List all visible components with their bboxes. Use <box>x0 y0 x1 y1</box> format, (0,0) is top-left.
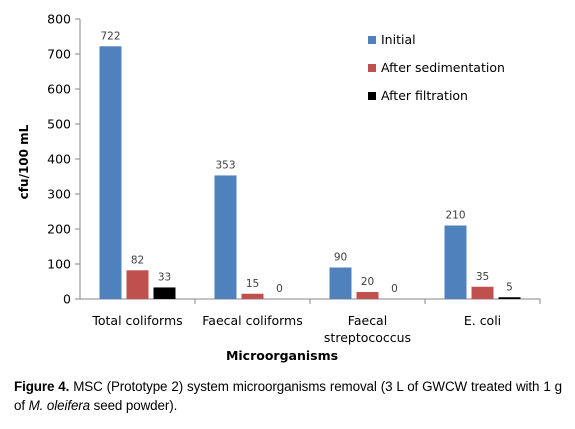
legend-swatch <box>368 92 376 100</box>
bar <box>471 286 494 299</box>
data-label: 90 <box>334 252 347 264</box>
x-tick-label: Total coliforms <box>91 313 182 328</box>
y-tick-label: 600 <box>47 82 71 97</box>
y-tick-label: 700 <box>47 47 71 62</box>
chart-legend: Initial After sedimentation After filtrati… <box>368 32 505 103</box>
figure-caption: Figure 4. MSC (Prototype 2) system micro… <box>14 377 562 415</box>
data-label: 353 <box>215 159 235 171</box>
bar <box>214 175 237 299</box>
y-tick-label: 500 <box>47 117 71 132</box>
data-label: 20 <box>361 276 374 288</box>
y-axis-label: cfu/100 mL <box>17 124 31 199</box>
y-tick-label: 800 <box>47 12 71 27</box>
bar <box>356 292 379 299</box>
y-tick-label: 0 <box>63 292 71 307</box>
chart-data-labels: 722 82 33 353 15 0 90 20 0 210 35 5 <box>100 30 512 295</box>
y-tick-label: 100 <box>47 257 71 272</box>
data-label: 722 <box>100 30 120 42</box>
caption-species: M. oleifera <box>28 398 91 413</box>
legend-label: After filtration <box>381 88 468 103</box>
y-tick-label: 200 <box>47 222 71 237</box>
x-tick-label: streptococcus <box>324 330 411 345</box>
x-axis-label: Microorganisms <box>226 348 338 363</box>
y-tick-labels: 0 100 200 300 400 500 600 700 800 <box>47 12 71 307</box>
data-label: 33 <box>158 271 171 283</box>
data-label: 0 <box>276 283 283 295</box>
bar <box>99 46 122 299</box>
y-tick-label: 400 <box>47 152 71 167</box>
x-tick-label: Faecal <box>348 313 387 328</box>
figure-label: Figure 4. <box>14 379 70 394</box>
bar <box>498 297 521 299</box>
data-label: 82 <box>131 254 144 266</box>
x-tick-label: Faecal coliforms <box>202 313 303 328</box>
legend-label: After sedimentation <box>381 60 505 75</box>
legend-swatch <box>368 64 376 72</box>
caption-text-end: seed powder). <box>90 398 178 413</box>
y-tick-label: 300 <box>47 187 71 202</box>
data-label: 0 <box>391 283 398 295</box>
data-label: 35 <box>476 271 489 283</box>
caption-text: MSC (Prototype 2) system microorganisms … <box>14 379 563 413</box>
bar <box>444 225 467 299</box>
data-label: 210 <box>445 210 465 222</box>
chart-bars <box>99 46 521 299</box>
bar <box>241 293 264 299</box>
bar <box>329 267 352 299</box>
legend-label: Initial <box>381 32 416 47</box>
data-label: 15 <box>246 278 259 290</box>
data-label: 5 <box>506 281 513 293</box>
bar <box>153 287 176 299</box>
bar <box>126 270 149 299</box>
x-tick-label: E. coli <box>464 313 501 328</box>
x-tick-labels: Total coliforms Faecal coliforms Faecal str… <box>91 313 501 345</box>
legend-swatch <box>368 36 376 44</box>
